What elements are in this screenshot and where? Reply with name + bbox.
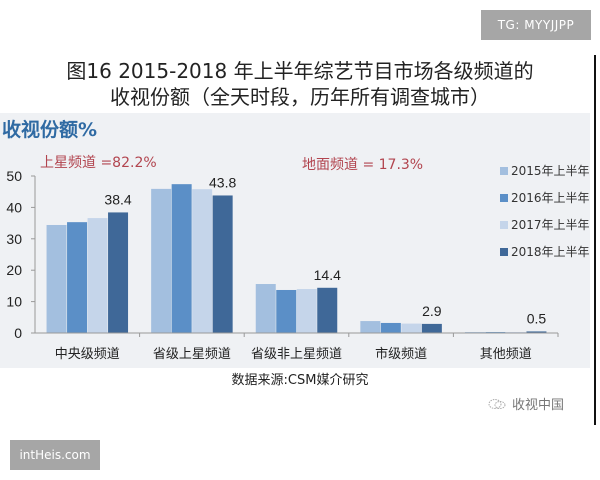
chart-title-line1: 图16 2015-2018 年上半年综艺节目市场各级频道的 [66, 59, 534, 83]
terrestrial-annotation: 地面频道 = 17.3% [302, 157, 424, 173]
bar [421, 323, 442, 333]
data-label: 2.9 [422, 303, 442, 319]
bar [317, 287, 338, 333]
x-axis: 中央级频道 省级上星频道 省级非上星频道 市级频道 其他频道 [35, 332, 559, 361]
x-category-label: 市级频道 [375, 346, 427, 361]
satellite-annotation: 上星频道 =82.2% [40, 155, 157, 171]
legend-item: 2016年上半年 [500, 184, 590, 211]
x-category-label: 省级上星频道 [153, 346, 231, 361]
legend-label: 2017年上半年 [511, 218, 590, 232]
legend-label: 2016年上半年 [511, 191, 590, 205]
legend-item: 2017年上半年 [500, 211, 590, 238]
bar [46, 224, 67, 333]
brand-name: 收视中国 [512, 398, 565, 413]
bar [255, 284, 276, 333]
legend-item: 2015年上半年 [500, 157, 590, 184]
y-tick-label: 30 [6, 231, 22, 247]
y-axis-title: 收视份额% [2, 119, 98, 141]
y-tick-label: 50 [6, 168, 22, 184]
bar [380, 322, 401, 333]
bars: 38.4 43.8 14.4 2.9 0.5 [46, 174, 547, 334]
right-border-line [594, 55, 596, 425]
bar [87, 218, 108, 333]
brand-mark: 收视中国 [488, 394, 564, 413]
data-source: 数据来源:CSM媒介研究 [231, 373, 369, 388]
x-category-label: 中央级频道 [55, 346, 120, 361]
bar [526, 331, 547, 333]
chart-title-line2: 收视份额（全天时段，历年所有调查城市） [110, 85, 490, 109]
bar [276, 289, 297, 333]
legend-swatch-icon [500, 166, 508, 175]
legend-label: 2015年上半年 [511, 164, 590, 178]
y-tick-label: 0 [14, 325, 22, 341]
legend-swatch-icon [500, 193, 508, 202]
bar [360, 321, 381, 333]
data-label: 14.4 [314, 267, 341, 283]
watermark-bottom: intHeis.com [10, 440, 100, 470]
y-tick-label: 10 [6, 294, 22, 310]
y-tick-label: 20 [6, 262, 22, 278]
bar [67, 222, 88, 333]
legend-item: 2018年上半年 [500, 238, 590, 265]
data-label: 0.5 [527, 310, 547, 326]
y-tick-label: 40 [6, 199, 22, 215]
y-axis: 0 10 20 30 40 50 [6, 168, 36, 341]
watermark-top: TG: MYYJJPP [481, 10, 591, 40]
x-category-label: 其他频道 [480, 346, 532, 361]
legend-swatch-icon [500, 247, 508, 256]
data-label: 43.8 [209, 174, 236, 190]
bar [192, 189, 213, 333]
bar [212, 195, 233, 333]
chart-title: 图16 2015-2018 年上半年综艺节目市场各级频道的 收视份额（全天时段，… [0, 58, 600, 110]
bar [401, 323, 422, 333]
legend-swatch-icon [500, 220, 508, 229]
bar [171, 184, 192, 333]
bar [296, 289, 317, 333]
data-label: 38.4 [104, 191, 131, 207]
legend-label: 2018年上半年 [511, 245, 590, 259]
legend: 2015年上半年 2016年上半年 2017年上半年 2018年上半年 [500, 157, 590, 265]
bar [108, 212, 129, 333]
x-category-label: 省级非上星频道 [251, 346, 342, 361]
wechat-logo-icon [488, 398, 506, 409]
bar [151, 188, 172, 333]
